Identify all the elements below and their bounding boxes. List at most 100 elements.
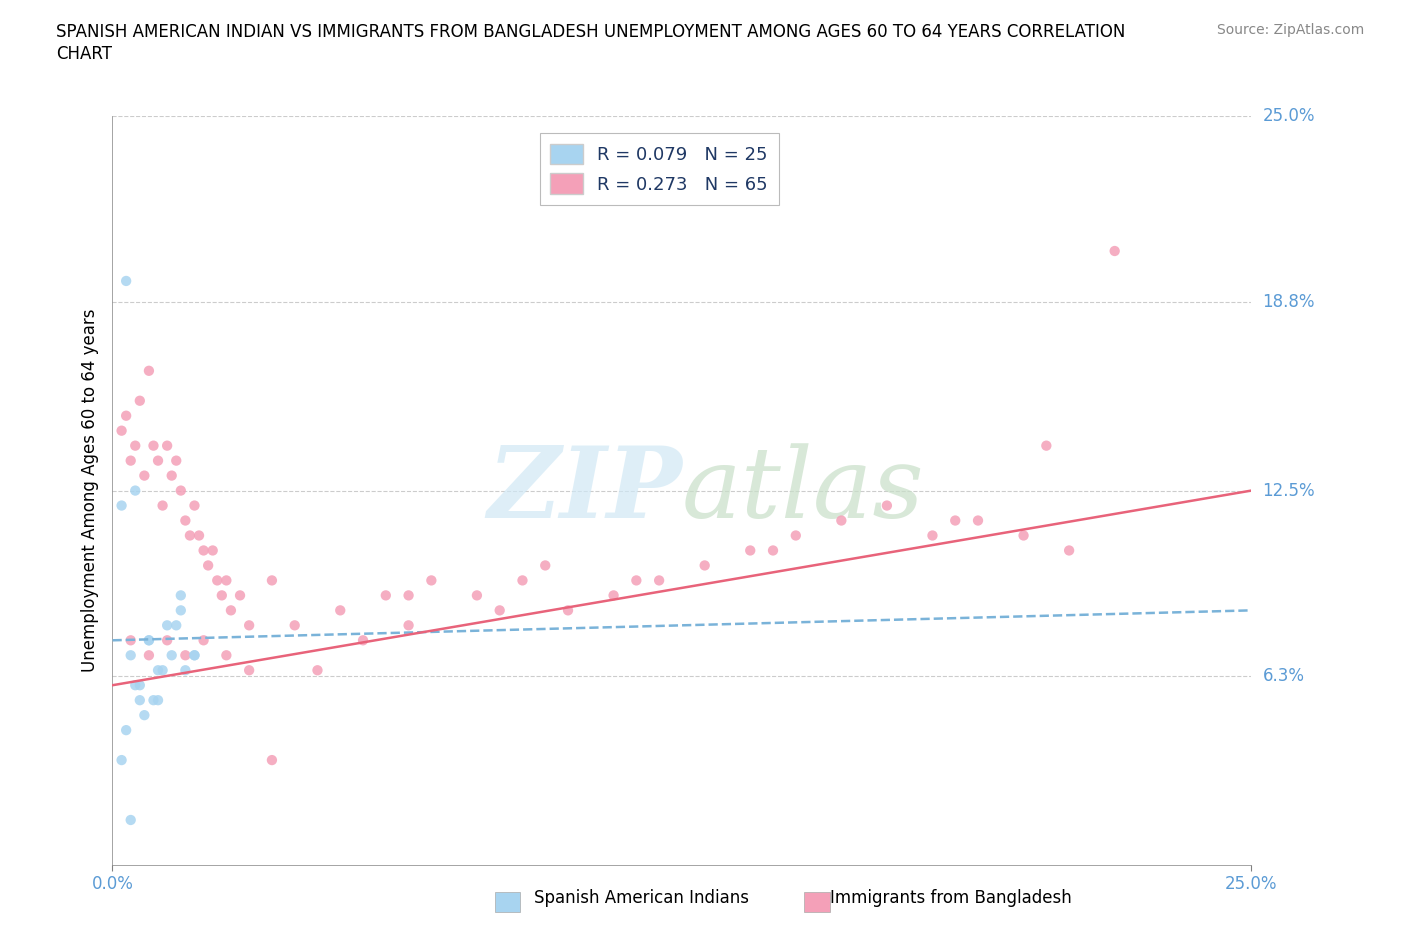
Point	[165, 618, 187, 632]
Point	[124, 678, 146, 693]
Bar	[804, 892, 830, 912]
Point	[138, 632, 160, 647]
Bar	[495, 892, 520, 912]
Point	[329, 603, 352, 618]
Point	[211, 588, 233, 603]
Text: 6.3%: 6.3%	[1263, 667, 1305, 685]
Point	[512, 573, 534, 588]
Point	[229, 588, 252, 603]
Point	[142, 438, 165, 453]
Point	[602, 588, 624, 603]
Point	[307, 663, 329, 678]
Point	[215, 648, 238, 663]
Point	[183, 498, 205, 513]
Text: SPANISH AMERICAN INDIAN VS IMMIGRANTS FROM BANGLADESH UNEMPLOYMENT AMONG AGES 60: SPANISH AMERICAN INDIAN VS IMMIGRANTS FR…	[56, 23, 1126, 41]
Point	[238, 663, 260, 678]
Point	[124, 438, 146, 453]
Point	[193, 543, 215, 558]
Point	[238, 618, 260, 632]
Point	[124, 484, 146, 498]
Point	[165, 453, 187, 468]
Point	[174, 663, 197, 678]
Point	[152, 663, 174, 678]
Point	[179, 528, 201, 543]
Text: Spanish American Indians: Spanish American Indians	[534, 889, 749, 907]
Point	[193, 632, 215, 647]
Point	[110, 752, 132, 767]
Point	[174, 648, 197, 663]
Point	[170, 484, 193, 498]
Point	[174, 513, 197, 528]
Point	[921, 528, 943, 543]
Point	[146, 693, 169, 708]
Point	[128, 678, 150, 693]
Point	[120, 813, 142, 828]
Point	[201, 543, 224, 558]
Point	[693, 558, 716, 573]
Point	[170, 603, 193, 618]
Point	[648, 573, 671, 588]
Point	[120, 632, 142, 647]
Text: 25.0%: 25.0%	[1263, 107, 1315, 126]
Point	[115, 723, 138, 737]
Point	[120, 453, 142, 468]
Point	[207, 573, 229, 588]
Point	[115, 273, 138, 288]
Point	[183, 648, 205, 663]
Point	[943, 513, 966, 528]
Text: ZIP: ZIP	[486, 443, 682, 538]
Point	[138, 632, 160, 647]
Point	[1035, 438, 1057, 453]
Legend: R = 0.079   N = 25, R = 0.273   N = 65: R = 0.079 N = 25, R = 0.273 N = 65	[540, 133, 779, 206]
Text: 12.5%: 12.5%	[1263, 482, 1315, 499]
Point	[785, 528, 807, 543]
Point	[134, 468, 156, 483]
Point	[465, 588, 488, 603]
Point	[110, 498, 132, 513]
Text: Immigrants from Bangladesh: Immigrants from Bangladesh	[830, 889, 1071, 907]
Point	[374, 588, 396, 603]
Point	[138, 364, 160, 379]
Point	[115, 408, 138, 423]
Point	[740, 543, 762, 558]
Text: 18.8%: 18.8%	[1263, 293, 1315, 311]
Point	[156, 438, 179, 453]
Point	[1057, 543, 1080, 558]
Y-axis label: Unemployment Among Ages 60 to 64 years: Unemployment Among Ages 60 to 64 years	[80, 309, 98, 672]
Point	[146, 663, 169, 678]
Point	[534, 558, 557, 573]
Point	[260, 752, 283, 767]
Point	[160, 648, 183, 663]
Point	[488, 603, 510, 618]
Text: atlas: atlas	[682, 443, 925, 538]
Point	[156, 618, 179, 632]
Point	[260, 573, 283, 588]
Point	[128, 693, 150, 708]
Point	[152, 498, 174, 513]
Point	[156, 632, 179, 647]
Point	[183, 648, 205, 663]
Point	[134, 708, 156, 723]
Point	[1012, 528, 1035, 543]
Point	[876, 498, 898, 513]
Point	[120, 648, 142, 663]
Point	[420, 573, 443, 588]
Point	[762, 543, 785, 558]
Point	[160, 468, 183, 483]
Point	[142, 693, 165, 708]
Point	[830, 513, 852, 528]
Point	[626, 573, 648, 588]
Point	[284, 618, 307, 632]
Point	[170, 588, 193, 603]
Point	[146, 453, 169, 468]
Text: Source: ZipAtlas.com: Source: ZipAtlas.com	[1216, 23, 1364, 37]
Point	[1104, 244, 1126, 259]
Point	[219, 603, 242, 618]
Point	[138, 648, 160, 663]
Point	[398, 618, 420, 632]
Text: CHART: CHART	[56, 45, 112, 62]
Point	[557, 603, 579, 618]
Point	[398, 588, 420, 603]
Point	[128, 393, 150, 408]
Point	[967, 513, 990, 528]
